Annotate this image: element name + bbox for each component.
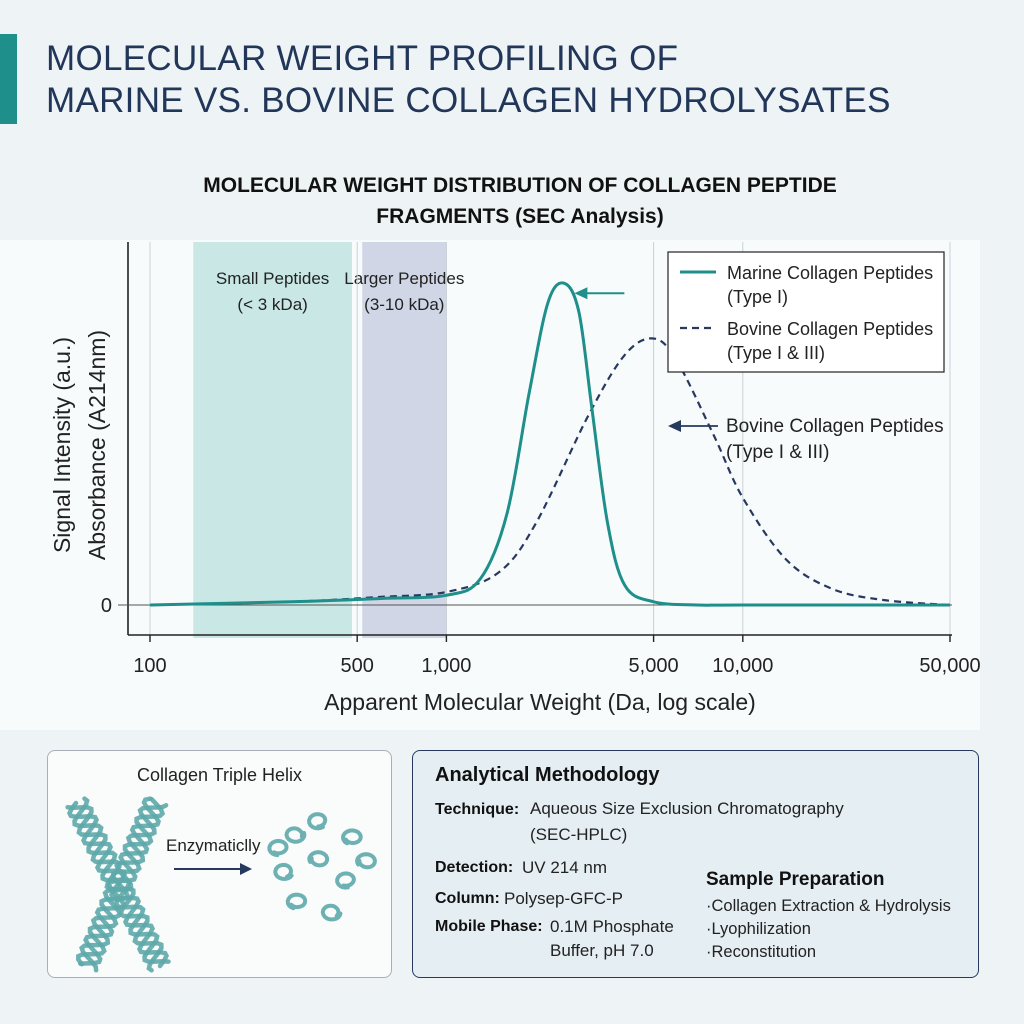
chart-series (149, 281, 951, 607)
chart-gridlines (149, 242, 951, 635)
peptide-fragment (340, 828, 363, 846)
legend-sublabel-0: (Type I) (727, 287, 788, 307)
technique-value-line2: (SEC-HPLC) (530, 825, 628, 844)
helix-panel: Collagen Triple Helix Enzymaticlly (47, 750, 392, 978)
peptide-fragment (320, 903, 343, 922)
x-tick-label-0: 100 (133, 655, 166, 677)
helix-strand (76, 796, 166, 967)
page-title: MOLECULAR WEIGHT PROFILING OF MARINE VS.… (46, 38, 891, 122)
region-sublabel-1: (3-10 kDa) (364, 295, 444, 314)
region-sublabel-0: (< 3 kDa) (237, 295, 307, 314)
legend-sublabel-1: (Type I & III) (727, 343, 825, 363)
y-axis-label-line2: Absorbance (A214nm) (84, 330, 110, 560)
sample-prep-item: ·Lyophilization (706, 920, 811, 938)
bovine-arrow-head (668, 420, 681, 432)
methodology-panel: Analytical Methodology Technique: Aqueou… (412, 750, 979, 978)
peptide-fragment (307, 812, 328, 831)
column-label: Column: (435, 890, 500, 907)
region-band-1 (362, 242, 447, 638)
sample-prep-item: ·Collagen Extraction & Hydrolysis (706, 897, 951, 915)
page-title-line2: MARINE VS. BOVINE COLLAGEN HYDROLYSATES (46, 81, 891, 120)
region-label-1: Larger Peptides (344, 269, 464, 288)
region-band-0 (193, 242, 352, 638)
column-value: Polysep-GFC-P (504, 889, 624, 908)
x-tick-label-5: 50,000 (919, 655, 980, 677)
sample-prep-item: ·Reconstitution (706, 943, 817, 961)
chart-labels: Bovine Collagen Peptides (Type I & III) (574, 287, 944, 463)
peptide-fragment (335, 871, 356, 890)
peptide-fragment (307, 850, 330, 868)
region-label-0: Small Peptides (216, 269, 329, 288)
page-title-line1: MOLECULAR WEIGHT PROFILING OF (46, 39, 679, 78)
series-line-0 (149, 281, 950, 607)
triple-helix-icon (65, 796, 171, 973)
technique-value: Aqueous Size Exclusion Chromatography (530, 799, 844, 818)
series-line-1 (149, 337, 951, 607)
peptide-fragment (284, 826, 307, 844)
y-axis-label: Signal Intensity (a.u.) (49, 337, 75, 553)
x-tick-label-3: 5,000 (629, 655, 679, 677)
bovine-annotation-sublabel: (Type I & III) (726, 442, 829, 463)
detection-value: UV 214 nm (522, 858, 608, 877)
y-tick-label-0: 0 (101, 595, 112, 617)
technique-label: Technique: (435, 801, 520, 818)
mobile-phase-value-line2: Buffer, pH 7.0 (550, 941, 654, 960)
mobile-phase-value: 0.1M Phosphate (550, 917, 674, 936)
detection-label: Detection: (435, 859, 514, 876)
legend-label-1: Bovine Collagen Peptides (727, 319, 933, 339)
chart-axes: 100 500 1,000 5,000 10,000 50,000 0 Apparent Mo… (49, 242, 980, 715)
peptide-fragment (285, 892, 308, 911)
chart-title-line2: FRAGMENTS (SEC Analysis) (376, 205, 664, 228)
chart-panel: Small Peptides (< 3 kDa) Larger Peptides (3… (0, 240, 980, 730)
chart-title-line1: MOLECULAR WEIGHT DISTRIBUTION OF COLLAGE… (203, 174, 837, 197)
chart-title: MOLECULAR WEIGHT DISTRIBUTION OF COLLAGE… (150, 170, 890, 232)
x-tick-label-1: 500 (340, 655, 373, 677)
helix-strand (79, 803, 169, 973)
peptide-fragment (273, 862, 294, 882)
chart-legend: Marine Collagen Peptides (Type I) Bovine C… (667, 251, 945, 373)
x-tick-label-4: 10,000 (712, 655, 773, 677)
x-tick-label-2: 1,000 (421, 655, 471, 677)
sample-prep-heading: Sample Preparation (706, 869, 885, 890)
mobile-phase-label: Mobile Phase: (435, 918, 543, 935)
helix-arrow-label: Enzymaticlly (166, 836, 261, 855)
legend-label-0: Marine Collagen Peptides (727, 263, 933, 283)
x-axis-label: Apparent Molecular Weight (Da, log scale… (324, 689, 756, 715)
peptide-fragments-icon (267, 812, 377, 922)
chart-regions: Small Peptides (< 3 kDa) Larger Peptides (3… (193, 242, 464, 638)
chart-svg: Small Peptides (< 3 kDa) Larger Peptides (3… (49, 242, 980, 715)
arrow-right-icon (174, 863, 252, 875)
bovine-annotation-label: Bovine Collagen Peptides (726, 416, 944, 437)
helix-panel-title: Collagen Triple Helix (136, 765, 303, 785)
methodology-heading: Analytical Methodology (435, 764, 660, 786)
title-accent-bar (0, 34, 17, 124)
peptide-fragment (355, 852, 377, 870)
marine-peak-arrow-head (574, 287, 588, 300)
helix-illustration (65, 796, 377, 973)
peptide-fragment (267, 838, 289, 858)
